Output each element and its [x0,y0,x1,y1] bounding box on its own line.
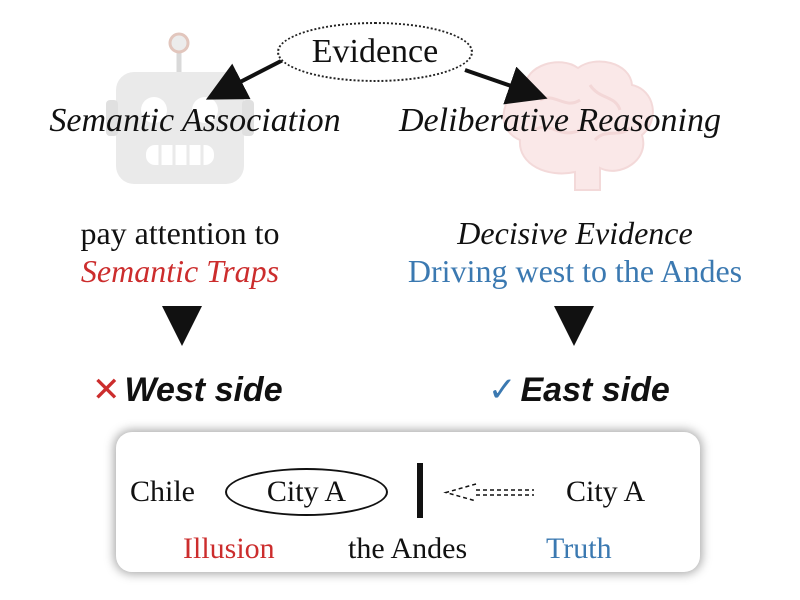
west-side-label: West side [124,371,283,409]
evidence-label: Evidence [311,33,439,70]
dashed-left-arrow-icon [443,483,534,502]
city-a-left-label: City A [266,475,347,508]
driving-west-text: Driving west to the Andes [407,253,743,289]
chile-label: Chile [130,475,195,508]
east-side-verdict: ✓ East side [488,370,670,410]
andes-label: the Andes [348,532,468,565]
city-a-illusion-ellipse: City A [225,468,388,516]
robot-icon [106,32,254,184]
east-side-label: East side [520,371,670,409]
andes-divider [417,463,423,518]
west-side-verdict: ✕ West side [92,370,283,410]
deliberative-reasoning-title: Deliberative Reasoning [399,102,721,139]
evidence-node: Evidence [277,22,473,82]
decisive-evidence-text: Decisive Evidence [457,215,693,251]
city-a-right-label: City A [566,475,646,508]
cross-icon: ✕ [92,371,121,409]
map-panel [116,432,700,572]
illusion-label: Illusion [183,532,275,565]
left-step-text: pay attention to Semantic Traps [10,214,350,290]
evidence-to-right-arrow [464,66,548,105]
semantic-association-title: Semantic Association [49,102,341,139]
evidence-to-left-arrow [205,58,284,100]
right-step-text: Decisive Evidence Driving west to the An… [370,214,780,290]
truth-label: Truth [546,532,612,565]
semantic-traps-text: Semantic Traps [80,253,280,289]
check-icon: ✓ [488,371,517,409]
left-step-line1: pay attention to [80,215,280,251]
